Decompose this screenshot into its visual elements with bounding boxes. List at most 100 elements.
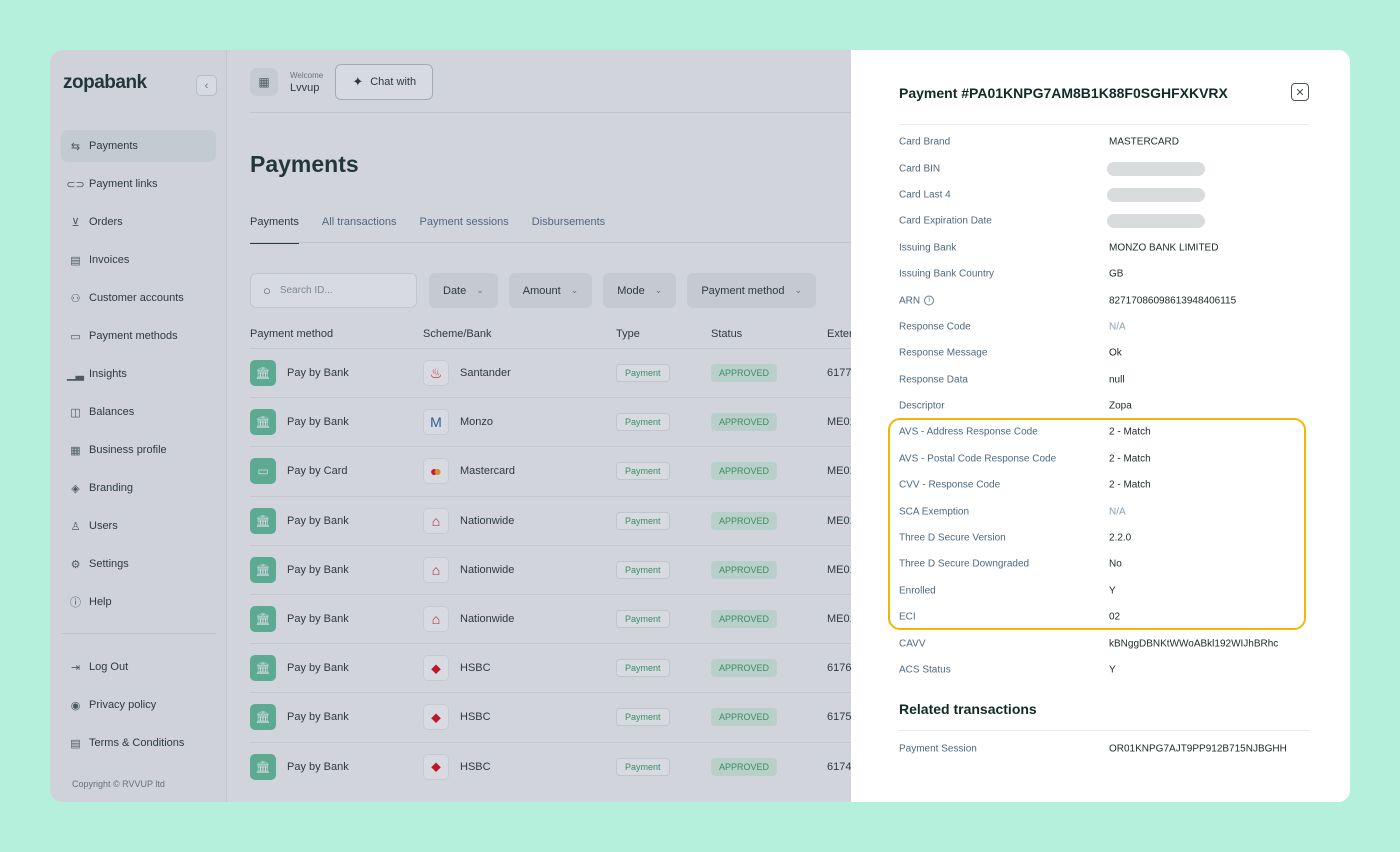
chevron-down-icon: ⌄ <box>570 285 579 295</box>
detail-row-card-bin: Card BIN <box>899 155 1309 181</box>
column-header-payment-method: Payment method <box>250 328 334 340</box>
sidebar-item-log-out[interactable]: ⇥ Log Out <box>61 651 216 683</box>
sidebar-item-label: Branding <box>89 482 134 494</box>
search-placeholder: Search ID... <box>279 285 333 296</box>
filter-bar: ○ Search ID... Date ⌄ Amount ⌄ Mode ⌄ Payme… <box>250 273 827 308</box>
sidebar-item-payments[interactable]: ⇆ Payments <box>61 130 216 162</box>
sidebar-item-customer-accounts[interactable]: ⚇ Customer accounts <box>61 282 216 314</box>
type-badge: Payment <box>616 364 670 383</box>
search-input[interactable]: ○ Search ID... <box>250 273 417 308</box>
card-icon: ▭ <box>250 458 276 485</box>
bank-icon: 🏛 <box>250 409 276 436</box>
sidebar-item-insights[interactable]: ▁▃ Insights <box>61 358 216 390</box>
table-row[interactable]: 🏛 Pay by Bank M Monzo Payment APPROVED M… <box>250 397 856 446</box>
chevron-left-icon: ‹ <box>204 79 209 92</box>
detail-row-response-code: Response Code N/A <box>899 314 1309 340</box>
sidebar-item-payment-links[interactable]: ⊂⊃ Payment links <box>61 168 216 200</box>
info-icon[interactable]: i <box>924 295 935 306</box>
sidebar-item-users[interactable]: ♙ Users <box>61 510 216 542</box>
sidebar-item-label: Privacy policy <box>89 699 157 711</box>
detail-label: Three D Secure Version <box>899 532 1006 544</box>
detail-row-avs-address: AVS - Address Response Code 2 - Match <box>899 419 1309 445</box>
detail-label: ACS Status <box>899 664 951 676</box>
detail-row-arn: ARN i 82717086098613948406115 <box>899 287 1309 313</box>
sidebar-item-help[interactable]: ⓘ Help <box>61 586 216 618</box>
bank-icon: 🏛 <box>250 556 276 583</box>
status-badge: APPROVED <box>711 708 778 727</box>
detail-value: 82717086098613948406115 <box>1109 295 1237 307</box>
sidebar-divider <box>61 633 216 634</box>
filter-amount[interactable]: Amount ⌄ <box>508 273 593 308</box>
merchant-name: Lvvup <box>290 81 320 94</box>
status-badge: APPROVED <box>711 364 778 383</box>
app-window: zopabank ‹ ⇆ Payments ⊂⊃ Payment links ⊻ Or… <box>50 50 1350 802</box>
payment-method-cell: Pay by Bank <box>287 662 349 675</box>
sidebar-item-payment-methods[interactable]: ▭ Payment methods <box>61 320 216 352</box>
tab-disbursements[interactable]: Disbursements <box>531 216 606 228</box>
main-content: ▦ Welcome Lvvup ✦ Chat with Payments Pay… <box>227 50 856 802</box>
collapse-sidebar-button[interactable]: ‹ <box>196 75 217 96</box>
payment-session-link[interactable]: OR01KNPG7AJT9PP912B715NJBGHH <box>1109 743 1287 755</box>
filter-date[interactable]: Date ⌄ <box>429 273 498 308</box>
filter-label: Amount <box>522 284 561 297</box>
table-row[interactable]: 🏛 Pay by Bank ⌂ Nationwide Payment APPRO… <box>250 495 856 545</box>
table-row[interactable]: 🏛 Pay by Bank ⌂ Nationwide Payment APPRO… <box>250 544 856 594</box>
mastercard-logo-icon: ● ● <box>423 458 449 485</box>
sidebar-item-privacy-policy[interactable]: ◉ Privacy policy <box>61 689 216 721</box>
tab-payments[interactable]: Payments <box>250 216 299 244</box>
filter-mode[interactable]: Mode ⌄ <box>603 273 677 308</box>
sidebar-item-balances[interactable]: ◫ Balances <box>61 396 216 428</box>
chat-button[interactable]: ✦ Chat with <box>335 64 434 100</box>
sidebar-item-invoices[interactable]: ▤ Invoices <box>61 244 216 276</box>
detail-row-eci: ECI 02 <box>899 604 1309 630</box>
sidebar-item-settings[interactable]: ⚙ Settings <box>61 548 216 580</box>
table-row[interactable]: ▭ Pay by Card ● ● Mastercard Payment APPR… <box>250 446 856 495</box>
bank-icon: 🏛 <box>250 753 276 780</box>
external-id-cell: 6175 <box>827 711 852 724</box>
sidebar-item-branding[interactable]: ◈ Branding <box>61 472 216 504</box>
page-title: Payments <box>250 151 359 177</box>
bank-icon: 🏛 <box>250 704 276 731</box>
welcome-label: Welcome <box>290 70 324 80</box>
detail-value: kBNggDBNKtWWoABkl192WIJhBRhc <box>1109 638 1279 650</box>
sidebar-item-label: Business profile <box>89 444 167 456</box>
detail-label: SCA Exemption <box>899 506 970 518</box>
sidebar-item-terms[interactable]: ▤ Terms & Conditions <box>61 727 216 759</box>
filter-label: Mode <box>617 284 645 297</box>
filter-payment-method[interactable]: Payment method ⌄ <box>687 273 817 308</box>
help-icon: ⓘ <box>70 597 81 609</box>
related-transactions-title: Related transactions <box>899 701 1037 717</box>
bank-cell: Nationwide <box>460 613 515 626</box>
table-row[interactable]: 🏛 Pay by Bank ⬥ HSBC Payment APPROVED 61… <box>250 643 851 692</box>
sidebar-item-business-profile[interactable]: ▦ Business profile <box>61 434 216 466</box>
type-badge: Payment <box>616 708 670 727</box>
status-badge: APPROVED <box>711 560 778 579</box>
tab-payment-sessions[interactable]: Payment sessions <box>419 216 509 228</box>
sidebar-item-label: Insights <box>89 368 127 380</box>
table-row[interactable]: 🏛 Pay by Bank ⌂ Nationwide Payment APPRO… <box>250 593 856 643</box>
panel-divider <box>899 124 1309 125</box>
detail-value: GB <box>1109 268 1124 280</box>
table-row[interactable]: 🏛 Pay by Bank ⬥ HSBC Payment APPROVED 61… <box>250 741 851 791</box>
detail-value: null <box>1109 374 1125 386</box>
detail-row-issuing-bank-country: Issuing Bank Country GB <box>899 261 1309 287</box>
close-button[interactable]: ✕ <box>1291 83 1309 101</box>
detail-label: Descriptor <box>899 400 945 412</box>
balance-icon: ◫ <box>70 406 81 419</box>
table-row[interactable]: 🏛 Pay by Bank ♨ Santander Payment APPROV… <box>250 348 851 397</box>
type-badge: Payment <box>616 413 670 432</box>
tab-all-transactions[interactable]: All transactions <box>321 216 397 228</box>
bank-cell: HSBC <box>460 711 491 724</box>
sidebar-nav: ⇆ Payments ⊂⊃ Payment links ⊻ Orders ▤ Invoi… <box>61 130 216 624</box>
detail-label: CAVV <box>899 638 926 650</box>
external-id-cell: ME01 <box>827 416 856 429</box>
related-payment-session-row[interactable]: Payment Session OR01KNPG7AJT9PP912B715NJ… <box>899 736 1309 762</box>
external-id-cell: ME01 <box>827 563 856 576</box>
table-row[interactable]: 🏛 Pay by Bank ⬥ HSBC Payment APPROVED 61… <box>250 692 851 741</box>
link-icon: ⊂⊃ <box>66 178 85 191</box>
bank-cell: Nationwide <box>460 563 515 576</box>
detail-value: 2 - Match <box>1109 426 1151 438</box>
payment-method-cell: Pay by Bank <box>287 711 349 724</box>
sidebar-item-orders[interactable]: ⊻ Orders <box>61 206 216 238</box>
detail-label: CVV - Response Code <box>899 479 1001 491</box>
